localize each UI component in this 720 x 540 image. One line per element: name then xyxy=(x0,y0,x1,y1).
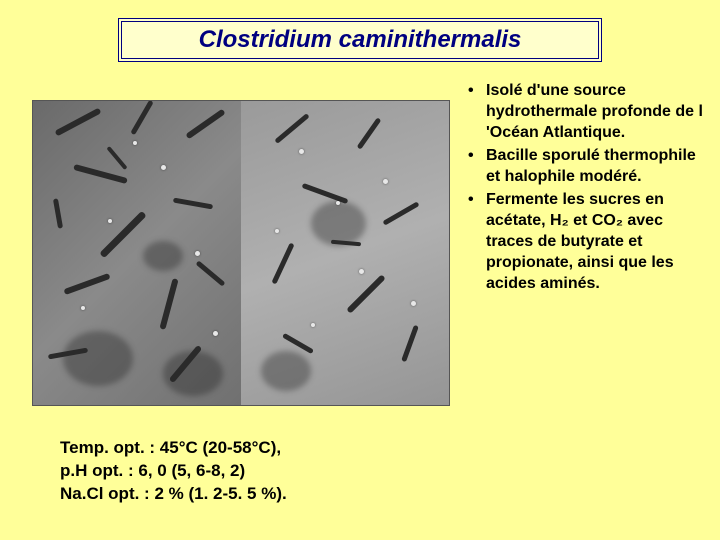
bullet-item: •Isolé d'une source hydrothermale profon… xyxy=(468,80,704,143)
bullet-marker: • xyxy=(468,145,486,187)
bullet-marker: • xyxy=(468,189,486,294)
title-box: Clostridium caminithermalis xyxy=(118,18,602,62)
bullet-item: •Bacille sporulé thermophile et halophil… xyxy=(468,145,704,187)
growth-conditions: Temp. opt. : 45°C (20-58°C),p.H opt. : 6… xyxy=(60,436,460,505)
condition-line: p.H opt. : 6, 0 (5, 6-8, 2) xyxy=(60,459,460,482)
condition-line: Na.Cl opt. : 2 % (1. 2-5. 5 %). xyxy=(60,482,460,505)
page-title: Clostridium caminithermalis xyxy=(199,26,522,54)
micrograph-right xyxy=(241,101,449,405)
bullet-item: •Fermente les sucres en acétate, H₂ et C… xyxy=(468,189,704,294)
bullet-marker: • xyxy=(468,80,486,143)
micrograph-left xyxy=(33,101,241,405)
bullet-text: Fermente les sucres en acétate, H₂ et CO… xyxy=(486,189,704,294)
condition-line: Temp. opt. : 45°C (20-58°C), xyxy=(60,436,460,459)
bullet-list: •Isolé d'une source hydrothermale profon… xyxy=(468,80,704,296)
bullet-text: Bacille sporulé thermophile et halophile… xyxy=(486,145,704,187)
bullet-text: Isolé d'une source hydrothermale profond… xyxy=(486,80,704,143)
micrograph-panel xyxy=(32,100,450,406)
